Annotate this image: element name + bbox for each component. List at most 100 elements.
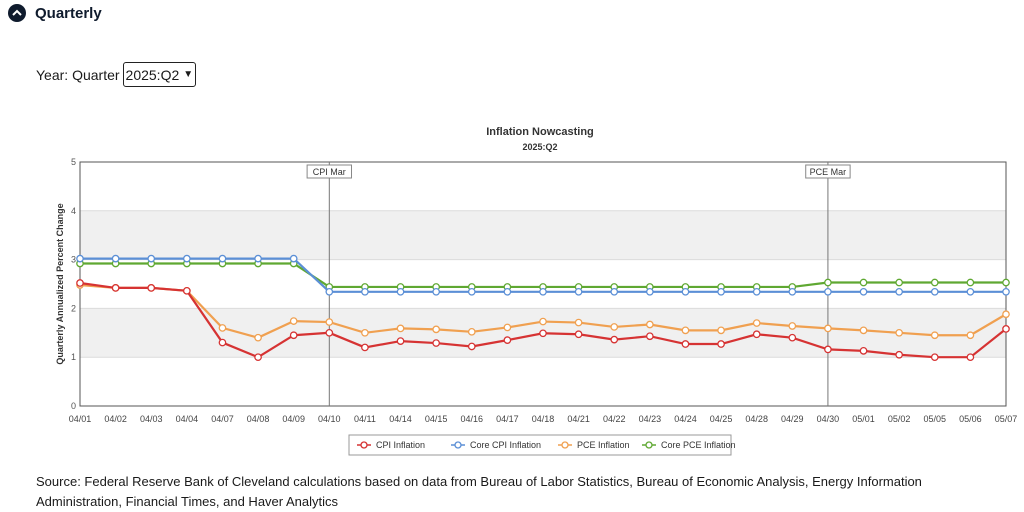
y-tick-label: 0	[71, 401, 76, 411]
data-point	[574, 287, 583, 296]
x-tick-label: 05/05	[924, 414, 947, 424]
x-tick-label: 04/02	[104, 414, 127, 424]
data-point	[539, 317, 547, 326]
x-tick-label: 04/28	[745, 414, 768, 424]
data-point	[610, 287, 619, 296]
x-tick-label: 04/23	[639, 414, 662, 424]
y-tick-label: 2	[71, 303, 76, 313]
data-point	[503, 336, 512, 344]
x-tick-label: 05/01	[852, 414, 875, 424]
year-quarter-label: Year: Quarter	[36, 66, 120, 83]
data-point	[147, 254, 156, 263]
data-point	[503, 287, 512, 296]
data-point	[966, 287, 975, 296]
data-point	[361, 328, 369, 337]
data-point	[610, 335, 619, 344]
chevron-up-icon[interactable]	[8, 4, 26, 22]
source-note: Source: Federal Reserve Bank of Clevelan…	[36, 474, 922, 509]
legend-label: CPI Inflation	[376, 440, 425, 450]
chevron-down-icon: ▼	[183, 69, 194, 80]
data-point	[182, 254, 191, 263]
chart-subtitle: 2025:Q2	[522, 142, 557, 152]
section-header[interactable]: Quarterly	[8, 2, 102, 24]
x-tick-label: 04/09	[282, 414, 305, 424]
data-point	[111, 284, 120, 292]
plot-band	[80, 357, 1006, 406]
data-point	[824, 287, 832, 296]
data-point	[289, 331, 298, 340]
data-point	[325, 287, 334, 296]
data-point	[254, 254, 262, 263]
y-tick-label: 3	[71, 255, 76, 265]
year-quarter-row: Year: Quarter 2025:Q2 ▼	[36, 62, 197, 87]
data-point	[966, 278, 975, 287]
x-tick-label: 04/24	[674, 414, 697, 424]
data-point	[289, 317, 298, 325]
data-point	[930, 278, 939, 287]
legend-label: Core PCE Inflation	[661, 440, 736, 450]
legend-box	[348, 434, 732, 456]
x-tick-label: 04/15	[425, 414, 448, 424]
plot-band	[80, 162, 1006, 211]
data-point	[752, 287, 761, 296]
data-point	[76, 279, 84, 287]
data-point	[1002, 287, 1010, 296]
data-point	[254, 353, 262, 362]
data-point	[467, 342, 476, 351]
x-tick-label: 05/07	[995, 414, 1018, 424]
x-tick-label: 04/21	[567, 414, 590, 424]
data-point	[645, 287, 654, 296]
x-tick-label: 04/04	[176, 414, 199, 424]
x-tick-label: 04/18	[532, 414, 555, 424]
data-point	[396, 324, 405, 333]
data-point	[361, 343, 369, 352]
data-point	[752, 330, 761, 339]
x-tick-label: 04/01	[69, 414, 92, 424]
data-point	[681, 340, 690, 348]
inflation-nowcasting-chart: 0 1 2 3 4 5 04/01 04/02 04/03 04/04 04/07 04/08 04/0…	[55, 126, 1018, 456]
data-point	[1002, 325, 1010, 333]
legend-swatch-marker	[454, 441, 462, 449]
x-tick-label: 04/11	[354, 414, 376, 424]
data-point	[218, 338, 227, 347]
data-point	[788, 322, 797, 330]
data-point	[432, 287, 441, 296]
data-point	[610, 323, 619, 331]
data-point	[467, 327, 476, 336]
x-tick-label: 04/16	[461, 414, 484, 424]
section-title: Quarterly	[35, 4, 102, 22]
y-tick-label: 1	[71, 352, 76, 362]
data-point	[859, 278, 868, 287]
data-point	[930, 287, 939, 296]
x-tick-label: 04/03	[140, 414, 163, 424]
legend-label: Core CPI Inflation	[470, 440, 541, 450]
data-point	[432, 325, 441, 334]
data-point	[111, 254, 120, 263]
data-point	[859, 347, 868, 355]
year-quarter-select[interactable]: 2025:Q2 ▼	[122, 62, 197, 87]
chart-title: Inflation Nowcasting	[486, 126, 594, 138]
data-point	[752, 319, 761, 327]
annotation-box	[805, 164, 851, 179]
data-point	[361, 287, 369, 296]
data-point	[396, 287, 405, 296]
data-point	[289, 254, 298, 263]
annotation-label: PCE Mar	[810, 167, 847, 177]
annotation-box	[306, 164, 353, 179]
legend-label: PCE Inflation	[577, 440, 630, 450]
data-point	[325, 318, 334, 326]
data-point	[182, 286, 191, 295]
data-point	[717, 287, 725, 296]
plot-band	[80, 210, 1006, 260]
data-point	[717, 326, 725, 335]
data-point	[432, 339, 441, 347]
data-point	[396, 337, 405, 345]
data-point	[539, 287, 547, 296]
data-point	[1002, 310, 1010, 319]
data-point	[645, 320, 654, 329]
x-tick-label: 05/06	[959, 414, 982, 424]
x-tick-label: 04/29	[781, 414, 804, 424]
data-point	[681, 287, 690, 296]
data-point	[467, 287, 476, 296]
data-point	[895, 350, 904, 359]
